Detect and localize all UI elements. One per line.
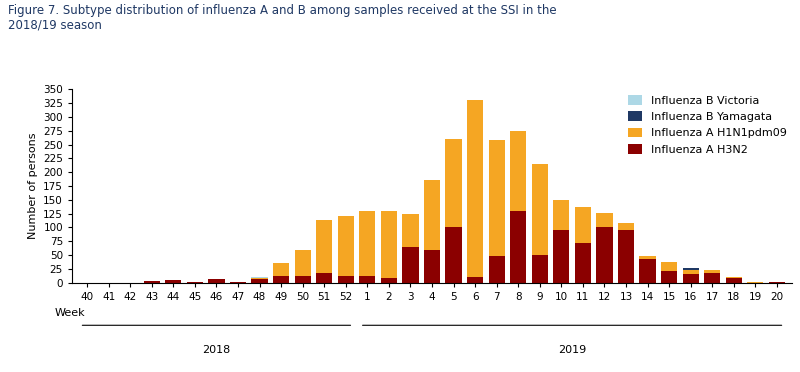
Bar xyxy=(661,270,678,283)
Legend: Influenza B Victoria, Influenza B Yamagata, Influenza A H1N1pdm09, Influenza A H: Influenza B Victoria, Influenza B Yamaga… xyxy=(628,95,786,155)
Bar xyxy=(251,279,268,283)
Bar xyxy=(294,250,310,276)
Bar xyxy=(554,230,570,283)
Bar xyxy=(510,131,526,211)
Bar xyxy=(381,278,397,283)
Bar xyxy=(726,278,742,283)
Bar xyxy=(575,243,591,283)
Bar xyxy=(769,282,785,283)
Bar xyxy=(381,211,397,278)
Bar xyxy=(208,279,225,283)
Bar xyxy=(618,230,634,283)
Text: Figure 7. Subtype distribution of influenza A and B among samples received at th: Figure 7. Subtype distribution of influe… xyxy=(8,4,557,32)
Bar xyxy=(166,280,182,283)
Bar xyxy=(596,227,613,283)
Bar xyxy=(424,250,440,283)
Bar xyxy=(510,211,526,283)
Bar xyxy=(489,140,505,256)
Bar xyxy=(704,273,720,283)
Bar xyxy=(359,211,375,276)
Bar xyxy=(316,273,332,283)
Bar xyxy=(402,247,418,283)
Bar xyxy=(424,180,440,250)
Bar xyxy=(230,282,246,283)
Text: 2018: 2018 xyxy=(202,344,230,355)
Bar xyxy=(618,223,634,230)
Bar xyxy=(639,259,656,283)
Bar xyxy=(402,214,418,247)
Bar xyxy=(273,263,289,276)
Bar xyxy=(661,262,678,270)
Y-axis label: Number of persons: Number of persons xyxy=(27,133,38,239)
Bar xyxy=(273,276,289,283)
Bar xyxy=(144,281,160,283)
Bar xyxy=(726,277,742,278)
Bar xyxy=(596,212,613,227)
Bar xyxy=(575,207,591,243)
Text: 2019: 2019 xyxy=(558,344,586,355)
Bar xyxy=(532,255,548,283)
Bar xyxy=(316,220,332,273)
Bar xyxy=(251,278,268,279)
Bar xyxy=(682,275,698,283)
Bar xyxy=(489,256,505,283)
Bar xyxy=(294,276,310,283)
Bar xyxy=(338,276,354,283)
Bar xyxy=(747,282,763,283)
Bar xyxy=(682,270,698,275)
Bar xyxy=(251,277,268,278)
Bar xyxy=(532,164,548,255)
Bar xyxy=(359,276,375,283)
Bar xyxy=(446,139,462,227)
Bar xyxy=(682,268,698,270)
Bar xyxy=(467,277,483,283)
Bar xyxy=(446,227,462,283)
Bar xyxy=(639,256,656,259)
Bar xyxy=(554,200,570,230)
Text: Week: Week xyxy=(54,308,86,318)
Bar xyxy=(186,282,203,283)
Bar xyxy=(704,270,720,273)
Bar xyxy=(338,217,354,276)
Bar xyxy=(467,100,483,277)
